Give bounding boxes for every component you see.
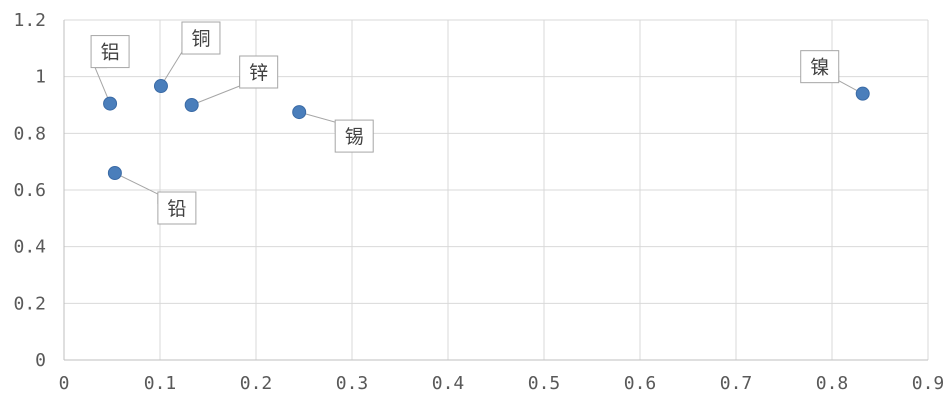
grid-layer (63, 19, 929, 361)
x-tick-label: 0.1 (144, 373, 177, 394)
data-point (107, 166, 122, 180)
x-tick-label: 0.9 (912, 373, 945, 394)
y-tick-label: 1.2 (13, 10, 46, 31)
y-tick-label: 0.6 (13, 180, 46, 201)
data-label-box (334, 119, 374, 153)
y-tick-label: 0.8 (13, 123, 46, 144)
data-label-box (157, 191, 197, 225)
data-label-box (181, 21, 221, 55)
label-leader-line (191, 76, 241, 106)
x-tick-label: 0.7 (720, 373, 753, 394)
y-tick-label: 0 (35, 350, 46, 371)
x-tick-label: 0.5 (528, 373, 561, 394)
data-label-text: 锡 (345, 126, 364, 148)
data-points (103, 79, 870, 180)
x-tick-label: 0.3 (336, 373, 369, 394)
label-leader-line (114, 172, 159, 204)
data-label: 锡 (334, 119, 374, 153)
data-label-text: 铅 (167, 198, 186, 220)
data-label-box (800, 50, 840, 84)
y-tick-label: 0.4 (13, 237, 46, 258)
data-point (153, 79, 168, 94)
data-label-text: 铝 (101, 42, 120, 64)
data-point (184, 98, 199, 112)
data-point (103, 96, 118, 111)
x-tick-label: 0 (59, 373, 70, 394)
data-label-text: 铜 (191, 28, 210, 50)
y-tick-label: 1 (35, 67, 46, 88)
x-tick-label: 0.2 (240, 373, 273, 394)
tick-labels: 0 0.1 0.2 0.3 0.4 0.5 0.6 0.7 0.8 0.9 0 0.2 0.4 0.6 0.… (13, 10, 944, 394)
y-tick-label: 0.2 (13, 293, 46, 314)
data-label: 锌 (239, 55, 279, 89)
label-leader-line (160, 42, 183, 87)
data-label: 铅 (157, 191, 197, 225)
data-label: 铝 (90, 35, 130, 69)
data-label: 镍 (800, 50, 840, 84)
x-tick-label: 0.6 (624, 373, 657, 394)
data-label: 铜 (181, 21, 221, 55)
x-tick-label: 0.4 (432, 373, 465, 394)
x-tick-label: 0.8 (816, 373, 849, 394)
data-label-text: 镍 (810, 57, 829, 79)
data-label-box (239, 55, 279, 89)
data-point (855, 86, 870, 101)
data-label-box (90, 35, 130, 69)
label-leaders (94, 42, 863, 204)
data-label-text: 锌 (249, 62, 268, 84)
data-point (292, 105, 307, 120)
